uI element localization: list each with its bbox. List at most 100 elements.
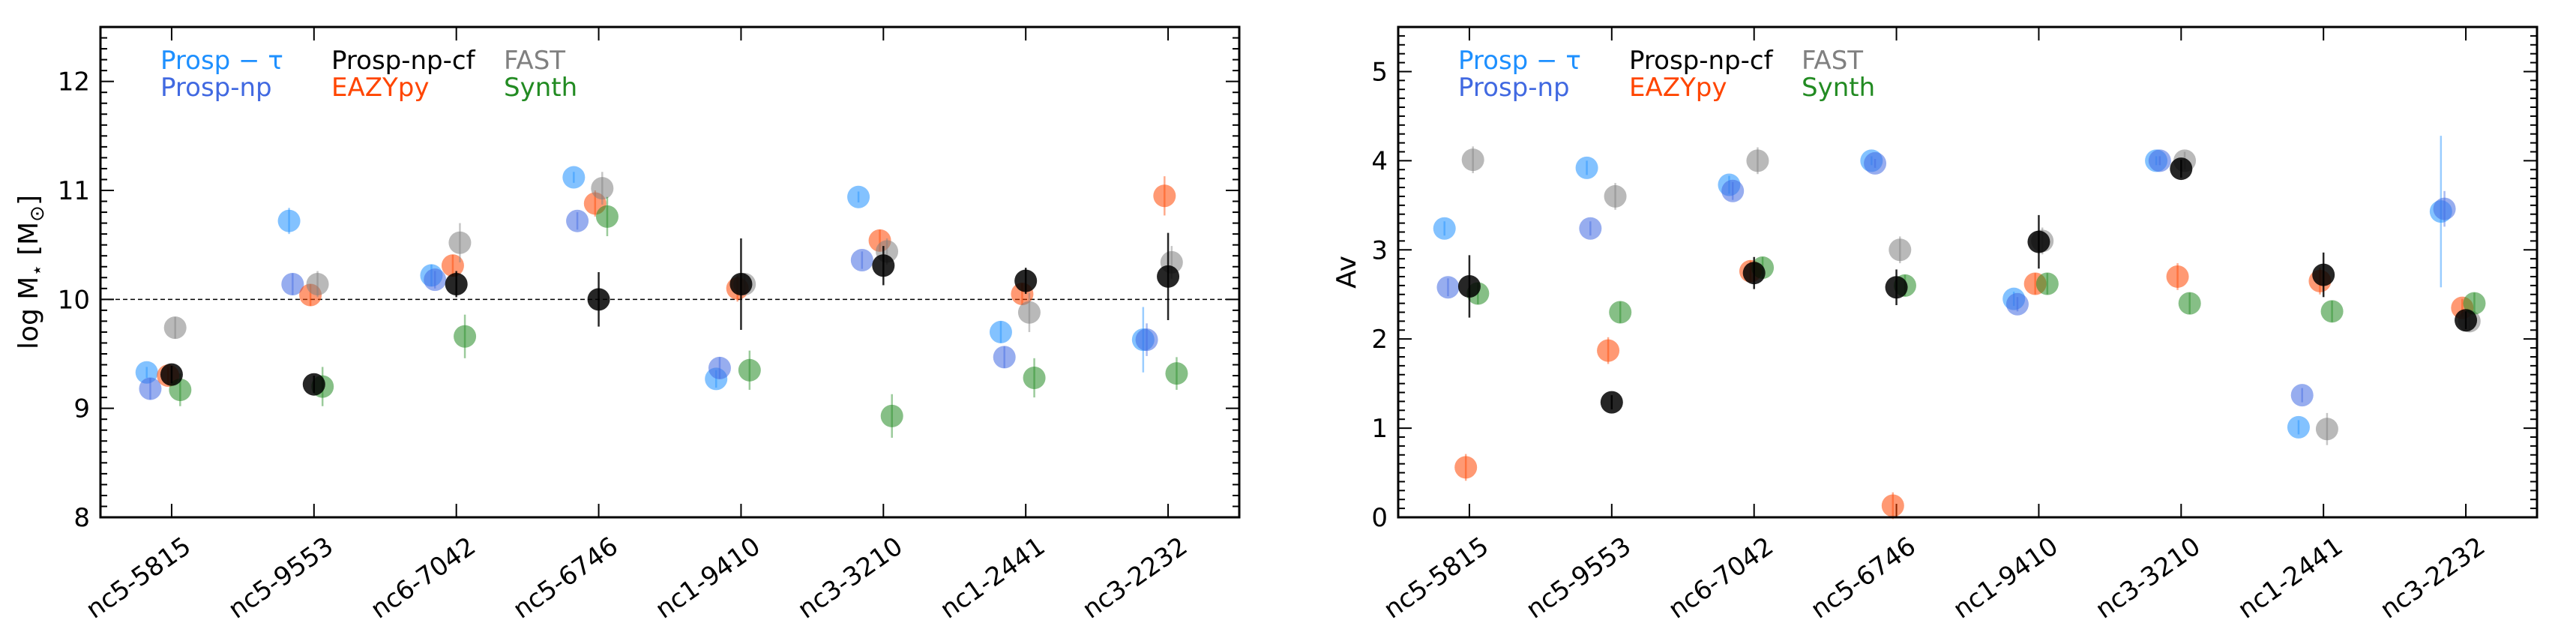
legend-label: Prosp − τ xyxy=(1458,46,1581,76)
y-tick-label: 10 xyxy=(58,285,90,315)
x-tick-label: nc3-3210 xyxy=(2090,532,2206,625)
data-point xyxy=(139,377,162,400)
legend-label: Prosp-np xyxy=(160,73,272,103)
data-point xyxy=(1881,494,1904,517)
y-tick-label: 9 xyxy=(73,394,90,424)
data-point xyxy=(2455,309,2478,332)
data-point xyxy=(2290,384,2314,407)
plot-frame xyxy=(99,25,1241,519)
y-axis-label-part: [M xyxy=(13,222,44,265)
data-point xyxy=(587,288,610,311)
x-tick-label: nc3-2232 xyxy=(1077,532,1194,625)
y-tick-label: 12 xyxy=(58,67,90,97)
data-point xyxy=(2433,197,2456,220)
legend-label: Prosp-np-cf xyxy=(1629,46,1774,76)
data-point xyxy=(2463,292,2486,315)
legend-label: FAST xyxy=(504,46,565,76)
data-point xyxy=(2166,265,2189,288)
y-axis-label-part: ⊙ xyxy=(26,205,49,222)
legend-label: Prosp-np xyxy=(1458,73,1570,103)
data-point xyxy=(591,177,614,200)
x-tick-label: nc6-7042 xyxy=(365,532,481,625)
data-point xyxy=(1023,366,1046,389)
data-point xyxy=(595,205,619,228)
data-point xyxy=(1746,149,1769,172)
data-point xyxy=(566,209,589,232)
data-point xyxy=(160,363,183,386)
data-point xyxy=(1579,217,1602,240)
data-point xyxy=(738,358,761,382)
legend-label: Synth xyxy=(504,73,577,103)
legend-label: EAZYpy xyxy=(331,73,430,103)
data-point xyxy=(1014,269,1038,292)
y-tick-label: 4 xyxy=(1371,146,1388,176)
data-point xyxy=(1575,156,1598,179)
data-point xyxy=(993,346,1016,369)
data-point xyxy=(454,325,477,348)
data-point xyxy=(1433,217,1456,240)
x-tick-label: nc6-7042 xyxy=(1663,532,1779,625)
data-point xyxy=(448,231,472,254)
data-point xyxy=(872,254,895,277)
data-point xyxy=(2027,230,2050,253)
data-point xyxy=(708,356,731,379)
legend-label: Synth xyxy=(1802,73,1875,103)
x-tick-label: nc3-2232 xyxy=(2375,532,2491,625)
data-point xyxy=(880,404,903,427)
x-tick-label: nc1-9410 xyxy=(1948,532,2064,625)
y-tick-label: 1 xyxy=(1371,414,1388,444)
y-axis-label: log M⋆ [M⊙] xyxy=(13,195,49,349)
legend-label: Prosp − τ xyxy=(160,46,283,76)
y-axis-label-part: ⋆ xyxy=(26,264,49,276)
data-point xyxy=(1864,151,1887,175)
data-point xyxy=(1604,184,1627,208)
data-point xyxy=(1889,238,1912,262)
x-tick-label: nc5-9553 xyxy=(1520,532,1637,625)
y-axis-label-part: log M xyxy=(13,277,44,349)
x-tick-label: nc1-2441 xyxy=(2233,532,2349,625)
data-point xyxy=(562,166,586,189)
x-tick-label: nc5-9553 xyxy=(223,532,339,625)
data-point xyxy=(1457,275,1481,298)
data-point xyxy=(989,320,1012,343)
y-tick-label: 3 xyxy=(1371,235,1388,265)
data-point xyxy=(2005,292,2029,316)
data-point xyxy=(2315,418,2338,441)
x-tick-label: nc1-2441 xyxy=(935,532,1051,625)
data-point xyxy=(281,272,304,295)
data-point xyxy=(1017,301,1041,324)
x-tick-label: nc3-3210 xyxy=(792,532,909,625)
data-point xyxy=(277,209,301,232)
data-point xyxy=(163,316,187,340)
y-tick-label: 8 xyxy=(73,503,90,533)
data-point xyxy=(1461,148,1484,172)
data-point xyxy=(424,268,447,292)
y-tick-label: 11 xyxy=(58,176,90,206)
y-tick-label: 0 xyxy=(1371,503,1388,533)
data-point xyxy=(1157,265,1180,288)
data-point xyxy=(445,272,468,295)
data-point xyxy=(1609,301,1632,324)
data-point xyxy=(2170,157,2193,181)
data-point xyxy=(1721,179,1745,202)
data-point xyxy=(2320,300,2344,323)
data-point xyxy=(302,373,325,396)
data-point xyxy=(2312,263,2335,286)
chart-panel-1: 8 9 10 11 12 nc5-5815 nc5-9553 nc6-7042 nc5-6746… xyxy=(13,25,1241,625)
chart-panel-2: 0 1 2 3 4 5 nc5-5815 nc5-9553 nc6-7042 nc5-6746 nc… xyxy=(1331,25,2539,625)
y-tick-label: 2 xyxy=(1371,325,1388,355)
data-point xyxy=(441,254,464,277)
data-point xyxy=(850,249,873,272)
plot-frame xyxy=(1397,25,2539,519)
legend-label: EAZYpy xyxy=(1629,73,1727,103)
data-point xyxy=(2035,272,2059,295)
y-axis-label-part: ] xyxy=(13,195,44,205)
data-point xyxy=(1135,328,1158,352)
y-tick-label: 5 xyxy=(1371,57,1388,87)
y-axis-label: Av xyxy=(1331,256,1362,289)
data-point xyxy=(729,272,753,295)
legend-label: Prosp-np-cf xyxy=(331,46,476,76)
data-point xyxy=(1885,276,1908,299)
x-tick-label: nc5-6746 xyxy=(508,532,624,625)
